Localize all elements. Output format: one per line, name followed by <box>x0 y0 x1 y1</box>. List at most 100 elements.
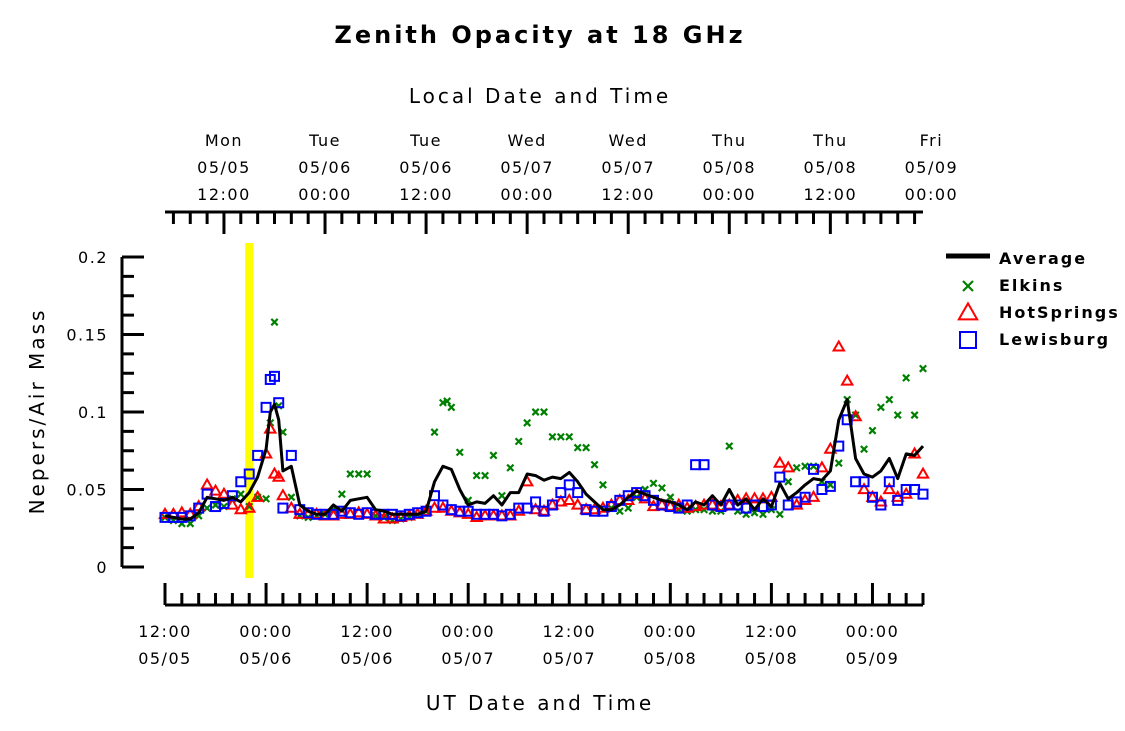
x-axis-title: UT Date and Time <box>426 691 654 715</box>
legend-entry-hotsprings: HotSprings <box>957 301 1120 322</box>
lewisburg-point <box>572 487 584 499</box>
legend-entry-average: Average <box>946 249 1087 268</box>
elkins-point <box>860 445 869 454</box>
elkins-point <box>725 442 734 451</box>
elkins-point <box>337 490 346 499</box>
elkins-point <box>893 411 902 420</box>
lewisburg-point <box>521 502 533 514</box>
y-tick-label: 0.05 <box>66 481 108 500</box>
x2-tick-date: 05/06 <box>399 158 453 177</box>
legend: Average Elkins HotSprings Lewisburg <box>946 249 1120 349</box>
x2-tick-date: 05/05 <box>197 158 251 177</box>
hotsprings-point <box>511 503 526 516</box>
x2-tick-date: 05/07 <box>601 158 655 177</box>
legend-swatch <box>957 301 979 321</box>
series-lewisburg <box>159 370 929 523</box>
hotsprings-point <box>798 492 812 505</box>
hotsprings-point <box>427 500 442 513</box>
y-tick-label: 0.1 <box>78 403 108 422</box>
elkins-point <box>902 373 911 382</box>
lewisburg-point <box>235 476 247 488</box>
x-tick-time: 00:00 <box>239 622 293 641</box>
hotsprings-point <box>781 460 796 473</box>
lewisburg-point <box>917 488 929 500</box>
elkins-point <box>270 318 279 327</box>
hotsprings-point <box>242 500 257 513</box>
y-tick-label: 0.15 <box>66 326 108 345</box>
hotsprings-point <box>772 455 787 468</box>
lewisburg-point <box>538 505 550 517</box>
x2-tick-day: Wed <box>609 131 648 150</box>
hotsprings-point <box>587 502 602 515</box>
x-tick-date: 05/09 <box>846 649 900 668</box>
elkins-point <box>700 505 708 514</box>
hotsprings-point <box>848 409 863 422</box>
lewisburg-point <box>841 414 853 426</box>
elkins-point <box>489 451 498 460</box>
hotsprings-point <box>815 460 829 473</box>
legend-swatch <box>962 280 974 292</box>
hotsprings-point <box>638 491 652 504</box>
elkins-point <box>784 477 793 486</box>
x-tick-time: 12:00 <box>745 622 799 641</box>
elkins-point <box>523 418 532 427</box>
chart-title: Zenith Opacity at 18 GHz <box>334 21 745 49</box>
x-tick-date: 05/07 <box>542 649 596 668</box>
elkins-point <box>354 470 363 478</box>
x2-tick-time: 12:00 <box>804 185 858 204</box>
x2-tick-time: 12:00 <box>399 185 453 204</box>
legend-label: Average <box>999 249 1087 268</box>
hotsprings-point <box>739 491 754 504</box>
x-tick-date: 05/05 <box>138 649 192 668</box>
x2-tick-time: 12:00 <box>601 185 655 204</box>
hotsprings-point <box>208 483 223 496</box>
elkins-point <box>455 448 464 457</box>
hotsprings-point <box>276 488 290 501</box>
elkins-point <box>759 510 767 519</box>
elkins-point <box>834 459 843 468</box>
elkins-point <box>573 443 582 452</box>
highlight-bar <box>245 243 254 578</box>
x2-tick-time: 00:00 <box>702 185 756 204</box>
elkins-point <box>430 428 439 437</box>
x2-tick-day: Tue <box>409 131 442 150</box>
lewisburg-point <box>268 370 280 382</box>
lewisburg-point <box>866 491 878 503</box>
elkins-point <box>447 403 456 412</box>
lewisburg-point <box>892 494 904 506</box>
elkins-point <box>919 364 927 373</box>
hotsprings-point <box>570 497 585 510</box>
x-tick-date: 05/06 <box>239 649 293 668</box>
hotsprings-point <box>250 489 265 502</box>
elkins-point <box>801 462 810 471</box>
lewisburg-point <box>824 480 836 492</box>
hotsprings-point <box>562 492 577 505</box>
average-line <box>164 398 925 521</box>
series-average <box>164 398 925 521</box>
elkins-point <box>885 395 894 404</box>
elkins-point <box>666 493 675 502</box>
elkins-point <box>910 411 919 420</box>
hotsprings-point <box>334 506 349 519</box>
legend-label: HotSprings <box>999 303 1120 322</box>
x-tick-date: 05/08 <box>745 649 799 668</box>
legend-label: Elkins <box>999 276 1064 295</box>
hotsprings-point <box>528 502 543 515</box>
hotsprings-point <box>461 506 476 519</box>
x-tick-time: 00:00 <box>644 622 698 641</box>
hotsprings-point <box>351 505 366 518</box>
hotsprings-point <box>857 482 871 495</box>
elkins-point <box>590 460 599 469</box>
lewisburg-point <box>774 471 786 483</box>
elkins-point <box>443 397 452 406</box>
y-axis-title: Nepers/Air Mass <box>25 308 49 515</box>
elkins-point <box>497 491 506 500</box>
y-tick-label: 0 <box>96 558 108 577</box>
x2-tick-time: 00:00 <box>298 185 352 204</box>
x2-tick-day: Wed <box>507 131 546 150</box>
lewisburg-point <box>546 499 558 511</box>
x2-axis-title: Local Date and Time <box>409 84 671 108</box>
hotsprings-point <box>831 339 846 352</box>
lewisburg-point <box>504 508 516 520</box>
